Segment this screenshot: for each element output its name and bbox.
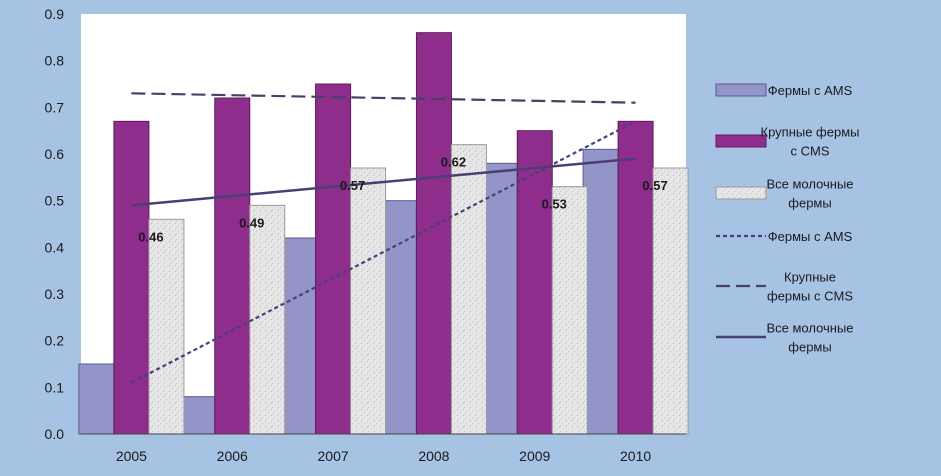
legend-item-1: Крупные фермы с CMS <box>715 125 860 159</box>
data-label-2010: 0.57 <box>642 178 667 193</box>
bar-все-молочные-фермы-2005 <box>148 218 185 435</box>
legend-label: Фермы с AMS <box>768 83 853 98</box>
data-label-2007: 0.57 <box>340 178 365 193</box>
bar-все-молочные-фермы-2007 <box>350 167 387 435</box>
y-tick-label: 0.9 <box>45 6 65 22</box>
legend-item-4: Крупные фермы с CMS <box>716 270 853 304</box>
x-tick-label: 2009 <box>519 448 550 464</box>
bar-фермы-с-ams-2006 <box>179 396 216 435</box>
bar-фермы-с-ams-2010 <box>582 148 619 435</box>
y-tick-label: 0.3 <box>45 286 65 302</box>
legend-label: Все молочные <box>766 321 853 336</box>
bar-крупные-фермы-с-cms-2008 <box>415 32 452 435</box>
legend: Фермы с AMS Крупные фермы с CMS Все молочны… <box>715 83 860 355</box>
y-tick-label: 0.8 <box>45 53 65 69</box>
data-label-2009: 0.53 <box>542 197 567 212</box>
bar-фермы-с-ams-2009 <box>481 162 518 435</box>
y-tick-label: 0.1 <box>45 379 65 395</box>
bars <box>78 32 689 435</box>
bar-фермы-с-ams-2007 <box>280 237 317 435</box>
legend-swatch <box>715 186 767 200</box>
x-tick-label: 2010 <box>620 448 651 464</box>
legend-swatch <box>715 134 767 148</box>
data-label-2008: 0.62 <box>441 155 466 170</box>
bar-фермы-с-ams-2005 <box>78 363 115 435</box>
legend-label: Крупные <box>784 270 836 285</box>
legend-label: с CMS <box>791 144 830 159</box>
trendline-2 <box>131 157 636 207</box>
bar-крупные-фермы-с-cms-2009 <box>516 130 553 435</box>
x-tick-label: 2006 <box>217 448 248 464</box>
trendline-0 <box>130 120 637 384</box>
bar-крупные-фермы-с-cms-2005 <box>113 120 150 435</box>
legend-label: Крупные фермы <box>761 125 860 140</box>
x-tick-label: 2005 <box>116 448 147 464</box>
trendlines <box>130 92 637 384</box>
bar-все-молочные-фермы-2006 <box>249 204 286 435</box>
bar-все-молочные-фермы-2008 <box>450 144 487 435</box>
trendline-1 <box>131 92 636 104</box>
y-tick-label: 0.4 <box>45 239 65 255</box>
y-tick-label: 0.0 <box>45 426 65 442</box>
x-axis: 2005 2006 2007 2008 2009 2010 <box>116 448 652 464</box>
legend-label: фермы <box>788 196 831 211</box>
x-tick-label: 2008 <box>418 448 449 464</box>
legend-label: фермы <box>788 340 831 355</box>
y-tick-label: 0.7 <box>45 99 65 115</box>
y-tick-label: 0.5 <box>45 193 65 209</box>
bar-крупные-фермы-с-cms-2007 <box>315 83 352 435</box>
data-labels: 0.46 0.49 0.57 0.62 0.53 0.57 <box>138 155 667 245</box>
data-label-2005: 0.46 <box>138 229 163 244</box>
legend-label: фермы с CMS <box>767 289 853 304</box>
data-label-2006: 0.49 <box>239 215 264 230</box>
y-axis: 0.0 0.1 0.2 0.3 0.4 0.5 0.6 0.7 0.8 0.9 <box>45 6 65 442</box>
bar-все-молочные-фермы-2009 <box>551 186 588 435</box>
y-tick-label: 0.6 <box>45 146 65 162</box>
legend-label: Все молочные <box>766 177 853 192</box>
y-tick-label: 0.2 <box>45 333 65 349</box>
x-tick-label: 2007 <box>318 448 349 464</box>
legend-item-3: Фермы с AMS <box>716 229 853 244</box>
bar-фермы-с-ams-2008 <box>380 200 417 435</box>
legend-item-2: Все молочные фермы <box>715 177 854 211</box>
legend-swatch <box>715 83 767 97</box>
legend-item-5: Все молочные фермы <box>716 321 854 355</box>
bar-крупные-фермы-с-cms-2006 <box>214 97 251 435</box>
bar-все-молочные-фермы-2010 <box>652 167 689 435</box>
bar-крупные-фермы-с-cms-2010 <box>617 120 654 435</box>
legend-item-0: Фермы с AMS <box>715 83 853 98</box>
legend-label: Фермы с AMS <box>768 229 853 244</box>
